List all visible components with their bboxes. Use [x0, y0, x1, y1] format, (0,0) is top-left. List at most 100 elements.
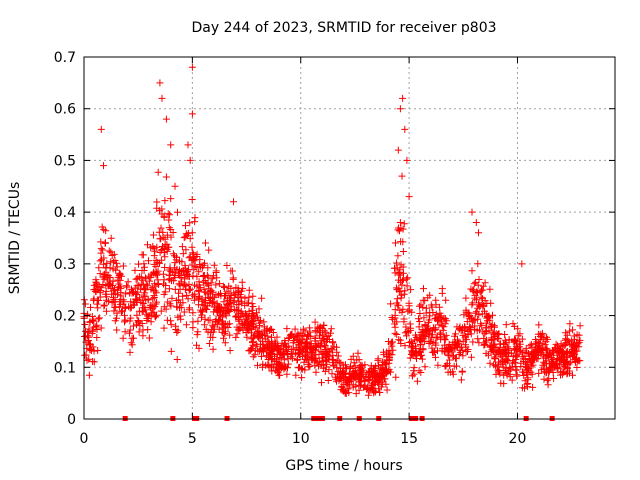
data-point: [242, 329, 250, 336]
data-point: [357, 361, 365, 369]
data-point: [482, 324, 490, 332]
data-point: [333, 348, 341, 356]
data-point: [477, 293, 485, 301]
data-point: [565, 369, 573, 377]
data-point: [501, 345, 509, 353]
data-point: [502, 321, 510, 329]
data-point: [320, 322, 328, 329]
data-point: [405, 193, 413, 201]
data-point: [275, 371, 283, 379]
chart-title: Day 244 of 2023, SRMTID for receiver p80…: [191, 20, 496, 36]
data-point: [391, 329, 399, 337]
data-point: [182, 281, 190, 289]
data-point: [245, 286, 253, 294]
data-point: [387, 300, 395, 308]
data-point: [93, 334, 101, 341]
data-point: [480, 341, 488, 349]
data-point: [389, 346, 397, 354]
data-point: [195, 287, 203, 294]
data-point: [315, 324, 323, 332]
data-point: [500, 371, 508, 379]
data-point: [97, 125, 105, 133]
data-point: [255, 317, 263, 325]
data-point: [127, 314, 135, 322]
data-point: [426, 312, 434, 320]
data-point: [249, 303, 257, 310]
data-point: [393, 259, 401, 267]
data-point: [396, 271, 404, 279]
data-point: [192, 253, 200, 260]
data-point: [445, 348, 453, 356]
data-point: [193, 263, 201, 271]
data-point: [333, 357, 341, 365]
data-point: [163, 316, 171, 324]
data-point: [133, 311, 141, 319]
data-point: [182, 222, 189, 230]
data-point: [140, 260, 148, 268]
data-point: [291, 325, 299, 333]
data-point: [495, 330, 503, 338]
data-point: [178, 278, 186, 286]
data-point: [394, 252, 402, 260]
data-point: [235, 297, 243, 305]
data-point: [431, 348, 439, 356]
data-point: [361, 383, 369, 391]
data-point: [112, 259, 120, 267]
data-point: [297, 344, 305, 352]
data-point: [442, 362, 450, 370]
data-point: [260, 345, 268, 353]
data-point: [118, 308, 125, 316]
data-point: [352, 390, 360, 398]
data-point: [454, 340, 462, 348]
data-point: [126, 289, 134, 297]
data-point: [321, 346, 329, 353]
data-point: [278, 339, 286, 347]
data-point: [506, 370, 514, 378]
data-point: [416, 310, 424, 317]
data-point: [178, 258, 186, 266]
data-point: [92, 276, 100, 284]
data-point: [144, 241, 151, 249]
data-point: [496, 370, 504, 378]
data-point: [177, 315, 185, 323]
data-point: [115, 303, 123, 311]
data-point: [267, 350, 275, 358]
data-point: [468, 208, 476, 216]
data-point: [200, 302, 208, 310]
data-point: [174, 270, 182, 278]
data-point: [399, 94, 407, 102]
data-point: [464, 330, 472, 338]
y-tick-label: 0: [67, 412, 76, 428]
data-point: [370, 387, 378, 395]
data-point: [468, 301, 476, 309]
data-point: [119, 334, 127, 342]
data-point: [425, 329, 433, 337]
data-point: [534, 339, 542, 347]
data-point: [121, 328, 129, 336]
data-point: [167, 347, 175, 355]
data-point: [541, 341, 549, 349]
data-point: [121, 304, 129, 312]
data-point: [398, 308, 406, 316]
data-point: [254, 361, 261, 369]
data-point: [486, 285, 494, 293]
data-point: [388, 351, 396, 359]
data-point: [375, 361, 382, 369]
data-point: [327, 345, 335, 352]
data-point: [188, 196, 196, 203]
data-point: [438, 285, 446, 293]
data-point: [573, 354, 580, 362]
data-point: [284, 350, 292, 357]
data-point: [512, 363, 520, 370]
data-point: [396, 219, 404, 226]
data-point: [205, 285, 213, 293]
data-point: [418, 355, 426, 363]
data-point: [191, 281, 198, 289]
data-point: [161, 235, 169, 243]
data-point: [321, 367, 329, 375]
data-point: [388, 338, 396, 346]
data-point: [182, 321, 190, 329]
data-point: [206, 333, 214, 341]
data-point: [543, 376, 551, 384]
data-point: [516, 330, 524, 338]
